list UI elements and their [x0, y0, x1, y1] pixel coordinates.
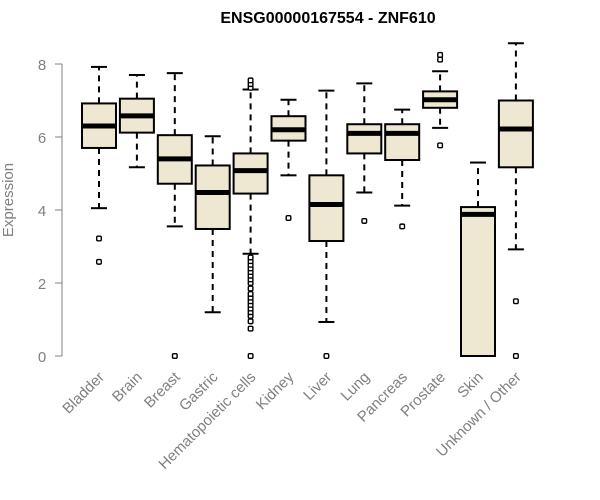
box-unknown-other — [497, 42, 534, 360]
outlier-point — [247, 318, 254, 325]
x-tick-label: Kidney — [253, 368, 298, 413]
box-iqr — [384, 123, 421, 161]
outlier-point — [437, 56, 444, 63]
box-iqr — [194, 164, 231, 230]
box-prostate — [422, 51, 459, 149]
x-tick-label: Bladder — [59, 369, 108, 418]
outlier-point — [171, 353, 178, 360]
outlier-point — [247, 353, 254, 360]
outlier-point — [285, 215, 292, 222]
box-liver — [308, 89, 345, 360]
x-tick-label: Skin — [454, 369, 487, 402]
box-iqr — [232, 152, 269, 195]
outlier-point — [512, 298, 519, 305]
box-pancreas — [384, 108, 421, 230]
outlier-point — [247, 325, 254, 332]
outlier-point — [399, 223, 406, 230]
box-brain — [118, 73, 155, 169]
outlier-point — [512, 353, 519, 360]
y-axis: 0 2 4 6 8 — [38, 57, 63, 366]
outlier-point — [247, 285, 254, 292]
box-iqr — [346, 123, 383, 155]
outlier-point — [95, 235, 102, 242]
box-skin — [460, 161, 496, 357]
box-lung — [346, 82, 383, 224]
outlier-point — [361, 217, 368, 224]
chart-title: ENSG00000167554 - ZNF610 — [220, 10, 435, 27]
outlier-point — [247, 254, 254, 261]
outlier-point — [95, 258, 102, 265]
outlier-point — [437, 51, 444, 58]
outlier-point — [247, 77, 254, 84]
y-tick-label: 0 — [38, 349, 46, 366]
x-tick-label: Liver — [300, 369, 335, 404]
y-tick-label: 6 — [38, 130, 46, 147]
box-bladder — [81, 65, 117, 265]
box-iqr — [497, 99, 534, 169]
box-hematopoietic-cells — [232, 77, 269, 360]
box-breast — [156, 72, 193, 360]
box-iqr — [460, 206, 496, 357]
outlier-point — [437, 142, 444, 149]
outlier-point — [323, 353, 330, 360]
y-tick-label: 4 — [38, 203, 46, 220]
outlier-point — [247, 290, 254, 297]
box-kidney — [270, 98, 307, 222]
box-iqr — [308, 174, 345, 243]
y-tick-label: 8 — [38, 57, 46, 74]
box-gastric — [194, 135, 231, 314]
box-series — [81, 42, 534, 360]
y-tick-label: 2 — [38, 276, 46, 293]
y-axis-label: Expression — [0, 163, 17, 237]
